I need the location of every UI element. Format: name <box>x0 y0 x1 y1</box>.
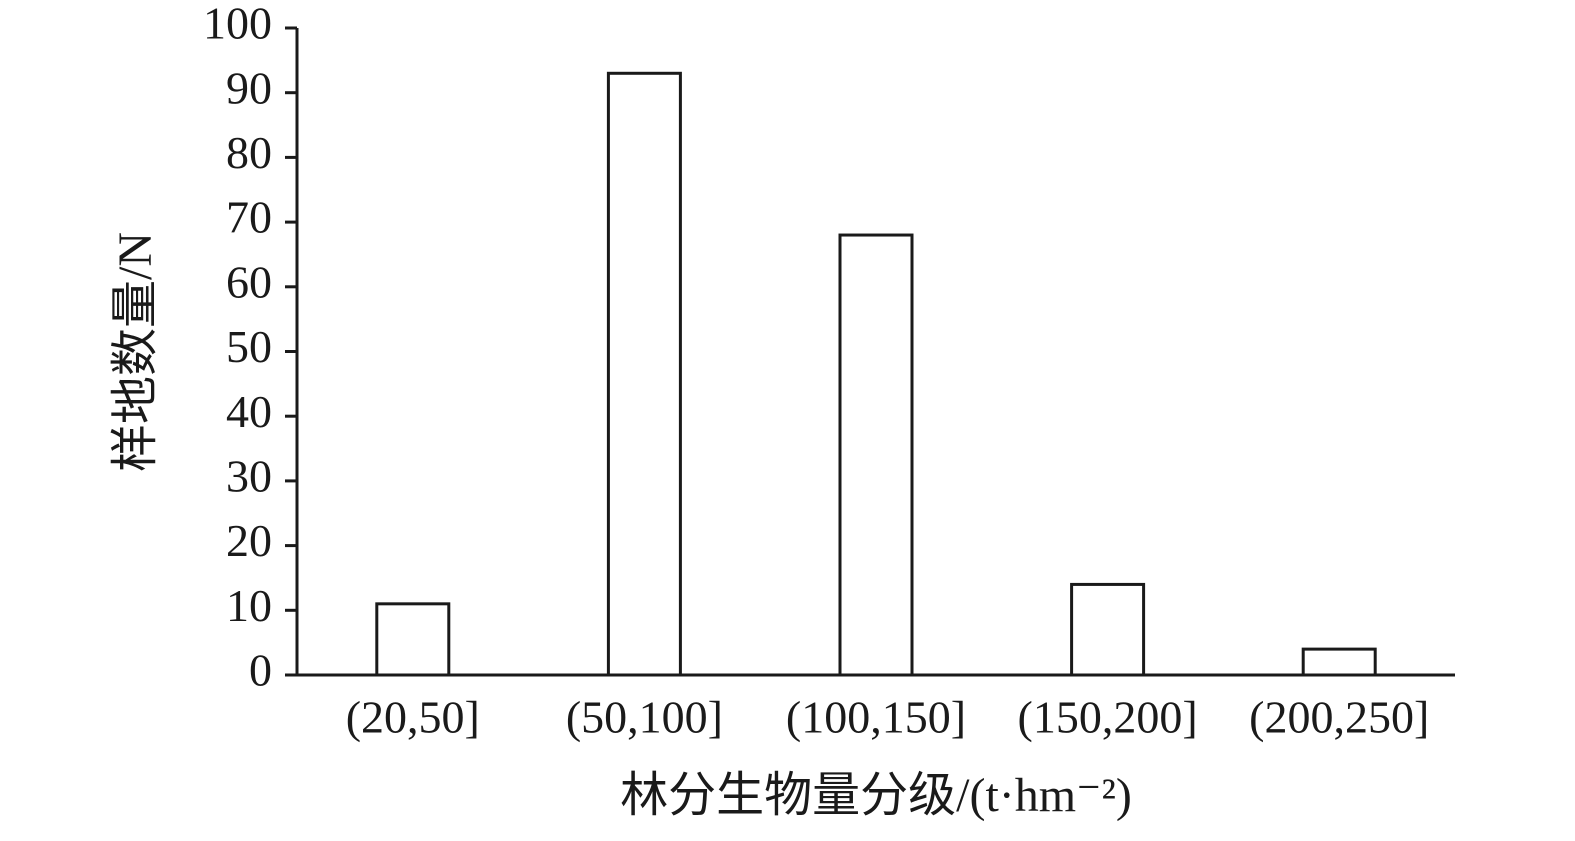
y-tick-label: 70 <box>226 192 272 243</box>
y-tick-label: 80 <box>226 127 272 178</box>
y-tick-label: 50 <box>226 321 272 372</box>
x-axis-label: 林分生物量分级/(t·hm⁻²) <box>620 769 1132 822</box>
y-tick-label: 40 <box>226 386 272 437</box>
y-tick-label: 100 <box>203 0 272 49</box>
bar <box>375 602 451 677</box>
x-tick-label: (100,150] <box>786 692 966 743</box>
y-tick-label: 30 <box>226 450 272 501</box>
bar <box>1301 647 1377 677</box>
y-tick-label: 10 <box>226 580 272 631</box>
y-axis-label: 样地数量/N <box>109 232 162 472</box>
x-tick-label: (150,200] <box>1018 692 1198 743</box>
y-tick-label: 60 <box>226 256 272 307</box>
bar <box>1070 582 1146 677</box>
x-tick-label: (50,100] <box>566 692 723 743</box>
y-tick-label: 0 <box>249 645 272 696</box>
y-tick-label: 90 <box>226 62 272 113</box>
x-tick-label: (20,50] <box>346 692 480 743</box>
bar <box>838 233 914 677</box>
bar <box>606 71 682 677</box>
y-tick-label: 20 <box>226 515 272 566</box>
x-tick-label: (200,250] <box>1249 692 1429 743</box>
